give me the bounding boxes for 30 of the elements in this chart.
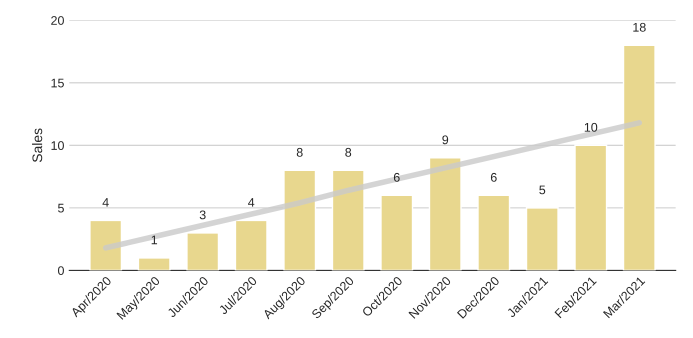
bar <box>89 220 122 270</box>
y-tick-label: 5 <box>58 204 64 213</box>
bar <box>622 44 656 270</box>
data-label: 5 <box>539 186 546 194</box>
data-label: 4 <box>102 198 109 207</box>
bar <box>283 170 316 270</box>
bar <box>138 257 171 270</box>
data-label: 10 <box>584 122 598 132</box>
bar <box>477 194 510 270</box>
y-tick-label: 15 <box>51 78 64 88</box>
data-label: 3 <box>200 210 206 220</box>
y-axis-title: Sales <box>32 128 42 162</box>
bar <box>574 144 608 270</box>
data-label: 8 <box>296 148 303 157</box>
bar <box>380 194 414 270</box>
bar <box>332 170 365 270</box>
data-label: 9 <box>442 135 448 144</box>
data-label: 4 <box>248 198 254 207</box>
y-tick-label: 20 <box>51 16 64 25</box>
data-label: 6 <box>394 172 400 182</box>
bar <box>526 207 559 270</box>
y-tick-label: 0 <box>58 266 64 276</box>
bar <box>234 220 268 270</box>
data-label: 18 <box>633 22 646 32</box>
y-tick-label: 10 <box>51 141 64 150</box>
bar <box>186 232 220 270</box>
data-label: 1 <box>152 236 158 244</box>
bar <box>428 157 462 270</box>
data-label: 6 <box>490 172 497 182</box>
data-label: 8 <box>345 148 352 157</box>
